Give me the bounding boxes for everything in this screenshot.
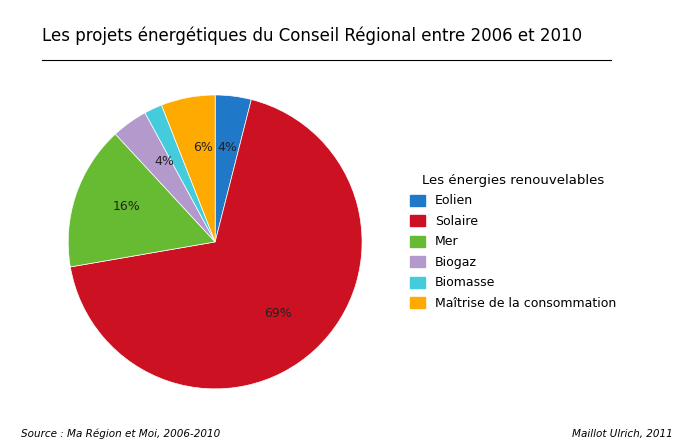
Text: 16%: 16% <box>112 200 140 213</box>
Wedge shape <box>70 99 362 389</box>
Text: 6%: 6% <box>193 141 213 154</box>
Wedge shape <box>68 134 215 267</box>
Text: 4%: 4% <box>217 141 237 154</box>
Legend: Eolien, Solaire, Mer, Biogaz, Biomasse, Maîtrise de la consommation: Eolien, Solaire, Mer, Biogaz, Biomasse, … <box>405 169 621 315</box>
Wedge shape <box>162 95 215 242</box>
Text: 4%: 4% <box>154 155 174 168</box>
Text: 69%: 69% <box>264 307 292 320</box>
Text: Les projets énergétiques du Conseil Régional entre 2006 et 2010: Les projets énergétiques du Conseil Régi… <box>42 27 582 45</box>
Wedge shape <box>215 95 251 242</box>
Text: Maillot Ulrich, 2011: Maillot Ulrich, 2011 <box>573 429 673 439</box>
Wedge shape <box>145 105 215 242</box>
Wedge shape <box>115 113 215 242</box>
Text: Source : Ma Région et Moi, 2006-2010: Source : Ma Région et Moi, 2006-2010 <box>21 429 220 439</box>
